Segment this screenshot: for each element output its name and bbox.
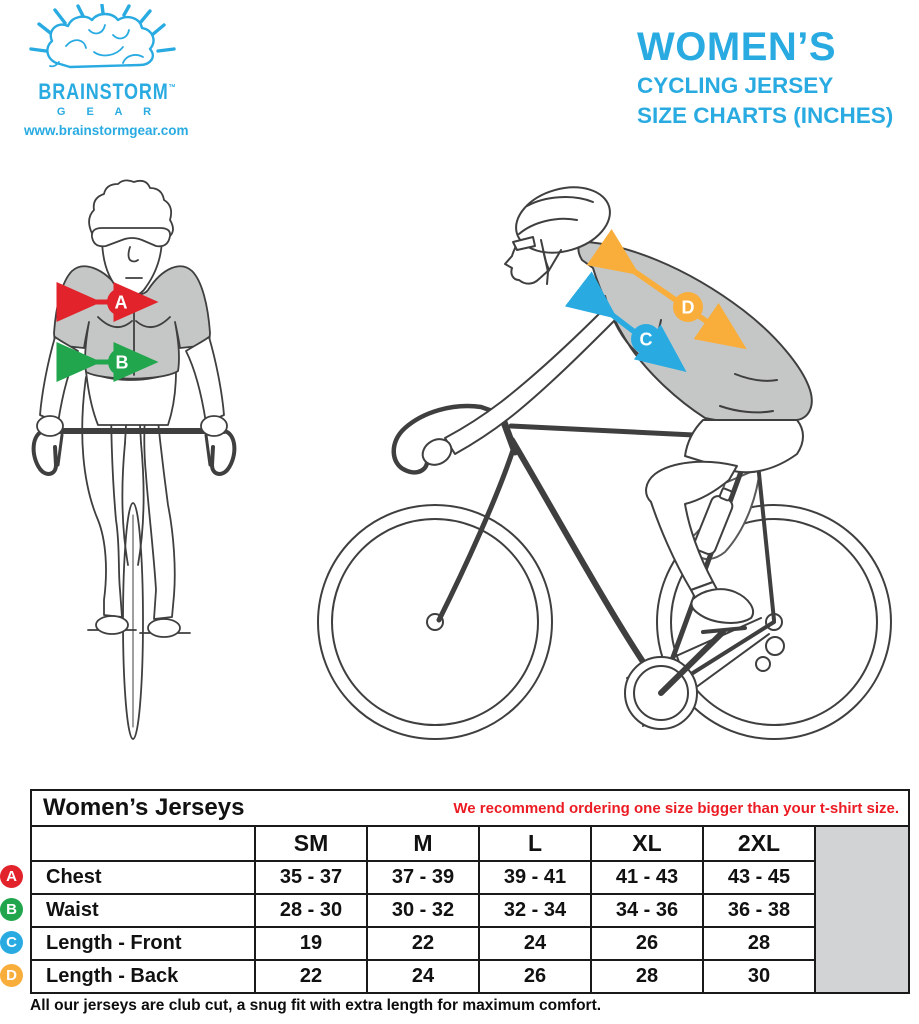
gray-spacer-cell [813, 825, 911, 994]
size-column-header: 2XL [702, 825, 816, 862]
table-title-row: Women’s Jerseys We recommend ordering on… [29, 789, 911, 827]
size-column-header: SM [254, 825, 368, 862]
measurement-value-cell: 35 - 37 [254, 860, 368, 895]
row-marker-badge-c: C [0, 931, 23, 954]
logo-brain [46, 12, 155, 69]
measurement-row: Chest 35 - 37 37 - 39 39 - 41 41 - 43 43 - 45 [30, 860, 909, 895]
measurement-value-cell: 28 - 30 [254, 893, 368, 928]
title-line-3: SIZE CHARTS (INCHES) [637, 102, 894, 128]
rider-near-leg [645, 460, 754, 624]
bike-handlebar [31, 428, 237, 476]
brand-subname: G E A R [56, 106, 161, 118]
measurement-value-cell: 30 [702, 959, 816, 994]
measurement-row: Length - Back 22 24 26 28 30 [30, 959, 909, 994]
measurement-value-cell: 34 - 36 [590, 893, 704, 928]
title-line-1: WOMEN’S [637, 25, 837, 69]
brand-name: BRAINSTORM™ [38, 79, 176, 104]
brand-website-link[interactable]: www.brainstormgear.com [24, 123, 189, 138]
measurement-label-cell: Chest [30, 860, 256, 895]
rider-legs [81, 376, 191, 638]
size-header-row: SM M L XL 2XL [30, 825, 911, 994]
bike-wheels-side [317, 504, 892, 740]
marker-a-label: A [115, 293, 128, 313]
marker-d-label: D [682, 298, 695, 318]
marker-c-label: C [640, 330, 653, 350]
logo-brain-folds [49, 24, 144, 68]
measurement-label-cell: Length - Front [30, 926, 256, 961]
measurement-value-cell: 39 - 41 [478, 860, 592, 895]
measurement-label-cell: Waist [30, 893, 256, 928]
measurement-value-cell: 24 [478, 926, 592, 961]
measurement-value-cell: 28 [702, 926, 816, 961]
empty-corner-cell [30, 825, 256, 862]
measurement-value-cell: 43 - 45 [702, 860, 816, 895]
size-column-header: M [366, 825, 480, 862]
measurement-value-cell: 26 [478, 959, 592, 994]
title-line-2: CYCLING JERSEY [637, 73, 834, 98]
table-note: We recommend ordering one size bigger th… [453, 799, 900, 817]
measurement-value-cell: 37 - 39 [366, 860, 480, 895]
row-marker-badge-d: D [0, 964, 23, 987]
waist-measure-arrow: B [56, 342, 159, 382]
measurement-row: Length - Front 19 22 24 26 28 [30, 926, 909, 961]
rider-head-side [504, 186, 611, 285]
table-title: Women’s Jerseys [43, 794, 245, 821]
chest-measure-arrow: A [56, 282, 159, 322]
measurement-label-cell: Length - Back [30, 959, 256, 994]
measurement-value-cell: 28 [590, 959, 704, 994]
footer-note: All our jerseys are club cut, a snug fit… [30, 997, 602, 1014]
measurement-value-cell: 32 - 34 [478, 893, 592, 928]
front-view-cyclist-illustration: A B [31, 179, 237, 740]
measurement-value-cell: 26 [590, 926, 704, 961]
measurement-value-cell: 36 - 38 [702, 893, 816, 928]
row-marker-badge-b: B [0, 898, 23, 921]
measurement-value-cell: 30 - 32 [366, 893, 480, 928]
bike-front-wheel [121, 406, 145, 740]
rider-jersey-side [577, 241, 813, 424]
size-column-header: XL [590, 825, 704, 862]
marker-b-label: B [116, 353, 129, 373]
rider-head-front [88, 179, 174, 297]
size-column-header: L [478, 825, 592, 862]
brand-logo: BRAINSTORM™ G E A R www.brainstormgear.c… [24, 4, 189, 138]
brain-logo-icon [29, 4, 176, 69]
measurement-value-cell: 19 [254, 926, 368, 961]
rider-shorts-side [684, 419, 804, 474]
size-chart-table: Women’s Jerseys We recommend ordering on… [29, 789, 911, 994]
measurement-value-cell: 22 [366, 926, 480, 961]
row-marker-badge-a: A [0, 865, 23, 888]
measurement-row: Waist 28 - 30 30 - 32 32 - 34 34 - 36 36 - 38 [30, 893, 909, 928]
water-bottle [693, 487, 734, 555]
length-front-measure-arrow: C [564, 271, 687, 373]
page-title: WOMEN’S CYCLING JERSEY SIZE CHARTS (INCH… [637, 27, 893, 127]
measurement-value-cell: 22 [254, 959, 368, 994]
side-view-cyclist-illustration: D C [317, 186, 892, 740]
measurement-value-cell: 24 [366, 959, 480, 994]
measurement-value-cell: 41 - 43 [590, 860, 704, 895]
